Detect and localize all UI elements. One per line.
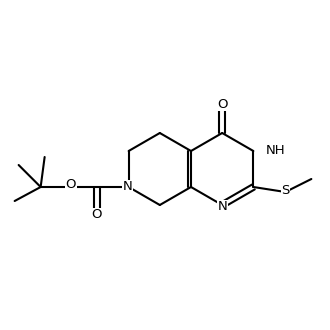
Text: O: O xyxy=(217,97,227,111)
Text: N: N xyxy=(123,181,133,193)
Text: N: N xyxy=(217,201,227,214)
Text: NH: NH xyxy=(265,145,285,157)
Text: S: S xyxy=(281,183,289,196)
Text: O: O xyxy=(65,178,76,190)
Text: O: O xyxy=(91,209,102,221)
